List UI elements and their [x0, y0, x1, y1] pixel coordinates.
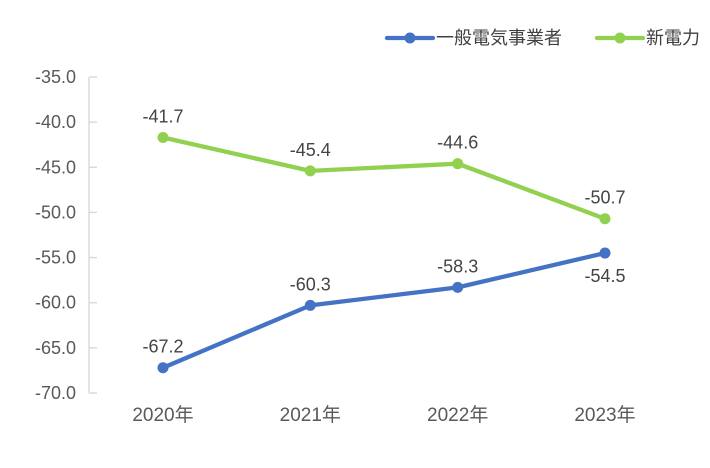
- y-tick-label: -65.0: [35, 338, 76, 358]
- legend-marker: [614, 32, 626, 44]
- data-point: [452, 281, 464, 293]
- data-label: -45.4: [290, 140, 331, 160]
- series-line-0: [160, 250, 608, 370]
- data-point: [599, 247, 611, 259]
- legend-marker: [404, 32, 416, 44]
- data-label: -60.3: [290, 274, 331, 294]
- legend-label: 新電力: [646, 28, 700, 48]
- y-tick-label: -35.0: [35, 67, 76, 87]
- y-tick-label: -45.0: [35, 157, 76, 177]
- data-label: -58.3: [437, 256, 478, 276]
- data-label: -41.7: [142, 106, 183, 126]
- data-label: -44.6: [437, 133, 478, 153]
- series-line-1: [160, 135, 608, 221]
- data-point: [452, 158, 464, 170]
- y-tick-label: -60.0: [35, 293, 76, 313]
- data-point: [304, 299, 316, 311]
- y-tick-label: -50.0: [35, 202, 76, 222]
- legend-label: 一般電気事業者: [436, 28, 562, 48]
- x-category-label: 2020年: [132, 404, 193, 426]
- y-tick-label: -55.0: [35, 248, 76, 268]
- data-label: -67.2: [142, 337, 183, 357]
- x-category-label: 2021年: [280, 404, 341, 426]
- data-label: -50.7: [584, 188, 625, 208]
- y-tick-label: -70.0: [35, 383, 76, 403]
- data-point: [304, 165, 316, 177]
- x-category-label: 2022年: [427, 404, 488, 426]
- data-label: -54.5: [584, 266, 625, 286]
- data-point: [599, 213, 611, 225]
- y-tick-label: -40.0: [35, 112, 76, 132]
- x-category-label: 2023年: [574, 404, 635, 426]
- data-point: [157, 362, 169, 374]
- data-point: [157, 131, 169, 143]
